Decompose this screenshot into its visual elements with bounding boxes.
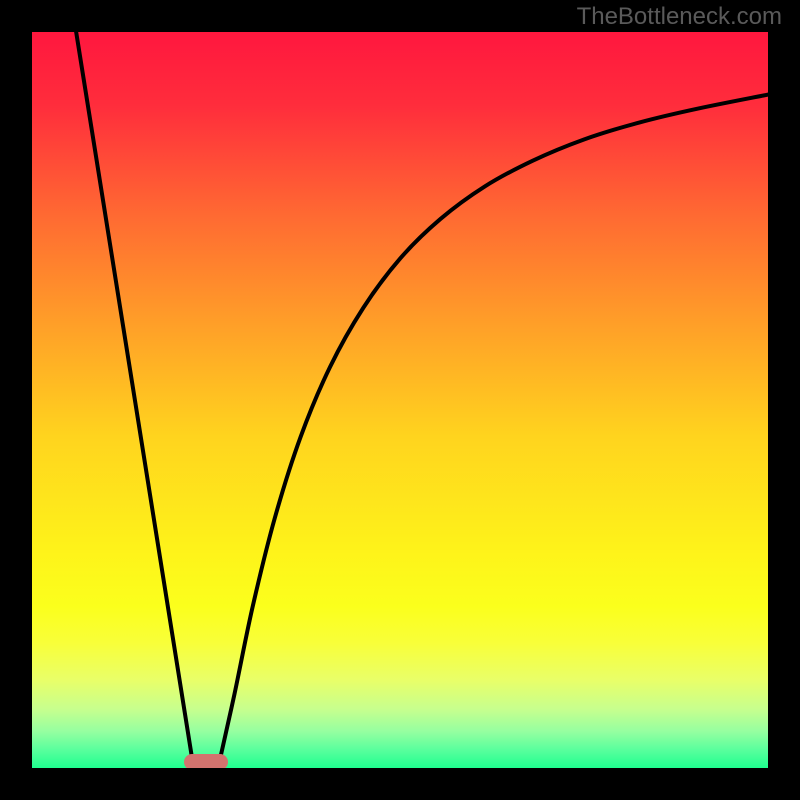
right-curve	[220, 95, 768, 761]
watermark-text: TheBottleneck.com	[577, 3, 782, 31]
minimum-marker	[184, 754, 228, 768]
chart-container: TheBottleneck.com	[0, 0, 800, 800]
left-segment	[76, 32, 192, 761]
plot-area	[32, 32, 768, 768]
curve-layer	[32, 32, 768, 768]
